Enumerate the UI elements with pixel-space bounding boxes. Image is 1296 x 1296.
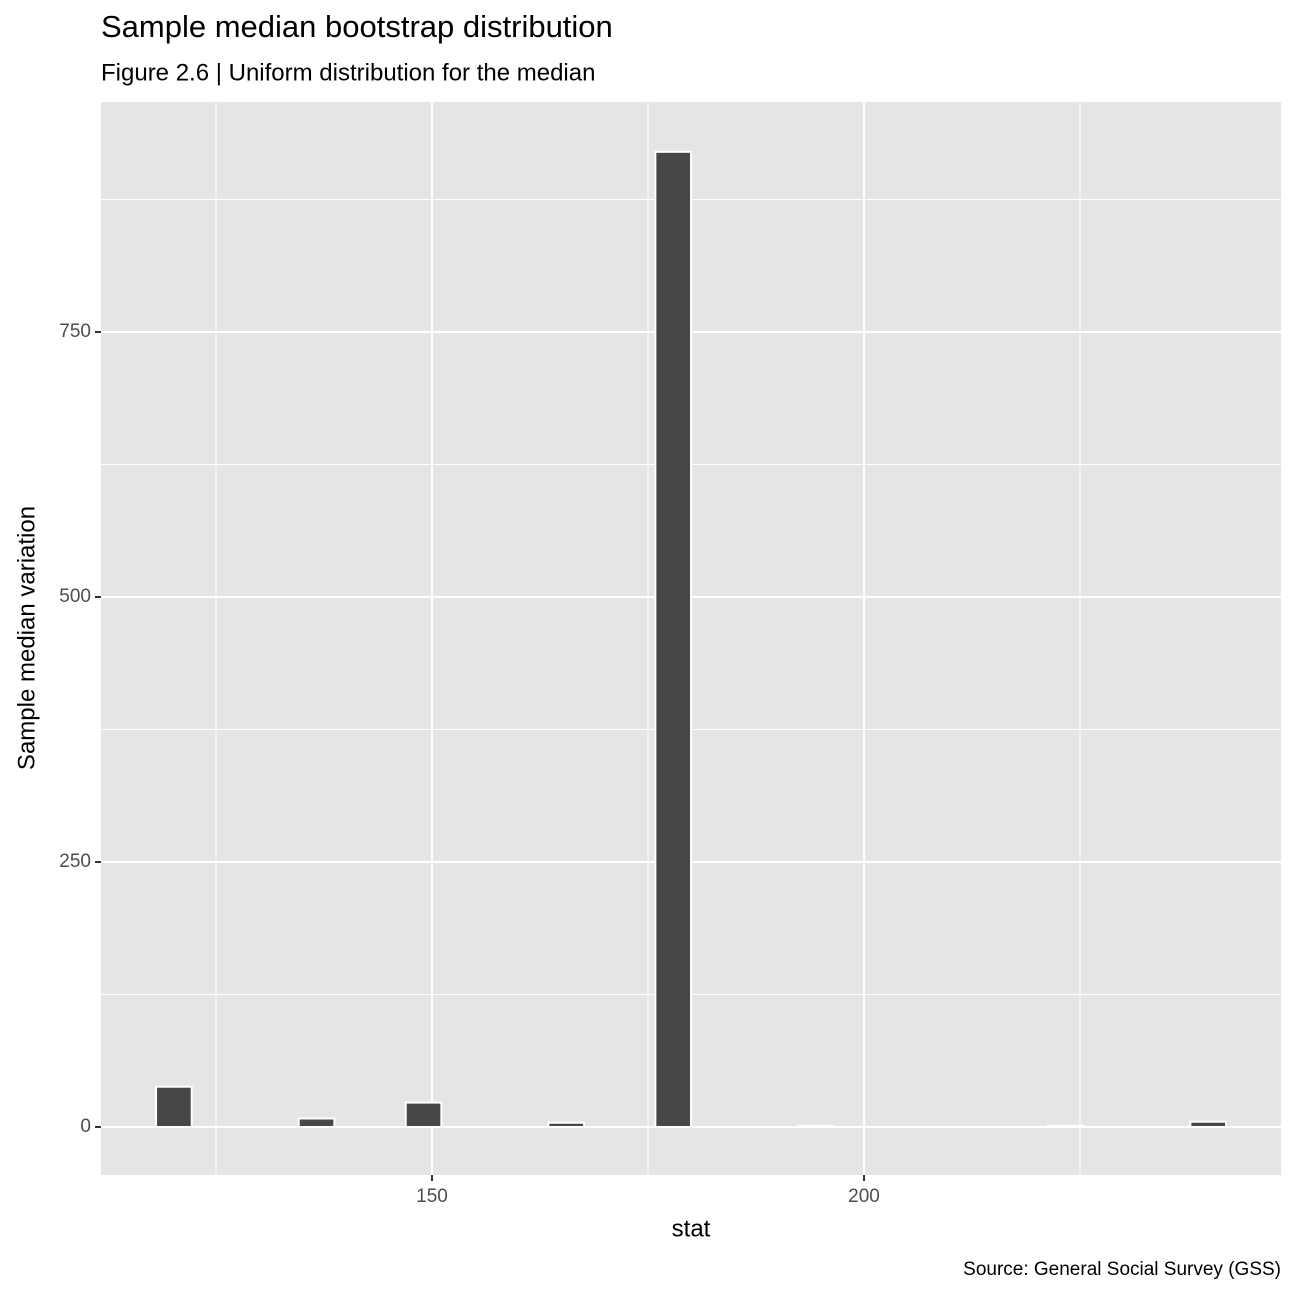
x-axis-title: stat bbox=[672, 1215, 711, 1242]
bar bbox=[1046, 1124, 1085, 1128]
chart-subtitle: Figure 2.6 | Uniform distribution for th… bbox=[101, 59, 595, 86]
y-tick-label: 0 bbox=[80, 1116, 91, 1137]
bar bbox=[1189, 1120, 1228, 1128]
bar bbox=[654, 150, 693, 1128]
bar bbox=[297, 1117, 336, 1128]
chart-title: Sample median bootstrap distribution bbox=[101, 9, 613, 44]
y-axis-title: Sample median variation bbox=[13, 506, 40, 770]
bar bbox=[404, 1101, 443, 1128]
bar bbox=[547, 1121, 586, 1128]
x-tick-label: 200 bbox=[848, 1186, 880, 1207]
y-tick-label: 750 bbox=[59, 321, 91, 342]
bar bbox=[797, 1124, 835, 1128]
caption: Source: General Social Survey (GSS) bbox=[963, 1259, 1281, 1280]
y-tick-label: 500 bbox=[59, 586, 91, 607]
x-tick-label: 150 bbox=[416, 1186, 448, 1207]
bar bbox=[155, 1085, 193, 1128]
bars bbox=[155, 150, 1228, 1128]
y-tick-label: 250 bbox=[59, 851, 91, 872]
